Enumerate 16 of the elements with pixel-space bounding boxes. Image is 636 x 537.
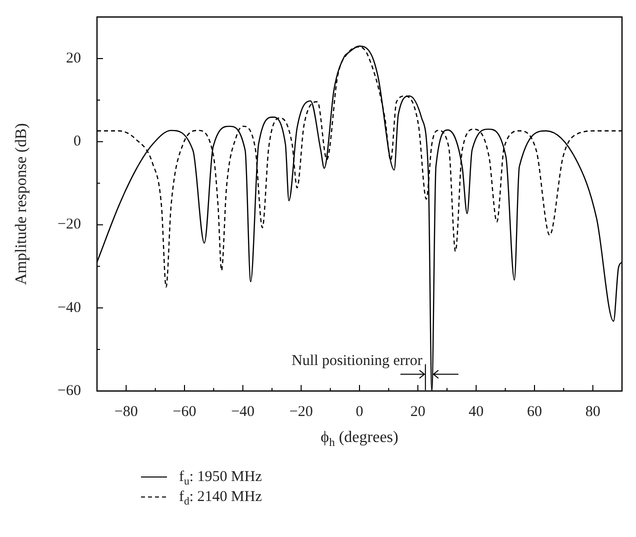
x-tick-label: 0 <box>356 404 364 420</box>
y-axis-title: Amplitude response (dB) <box>13 123 30 285</box>
x-tick-label: −80 <box>114 404 138 420</box>
y-tick-label: 0 <box>74 134 81 150</box>
y-tick-label: −40 <box>58 300 81 316</box>
annotation: Null positioning error <box>292 353 422 370</box>
x-tick-label: −60 <box>172 404 196 420</box>
y-tick-label: −20 <box>58 216 81 233</box>
y-tick-label: −60 <box>58 382 81 399</box>
x-tick-label: 40 <box>468 404 484 420</box>
x-tick-label: 60 <box>527 404 542 420</box>
x-tick-label: 80 <box>585 404 600 420</box>
x-tick-label: −40 <box>231 404 255 420</box>
x-tick-label: −20 <box>289 404 313 420</box>
y-tick-label: 20 <box>66 50 81 66</box>
x-tick-label: 20 <box>410 404 426 420</box>
